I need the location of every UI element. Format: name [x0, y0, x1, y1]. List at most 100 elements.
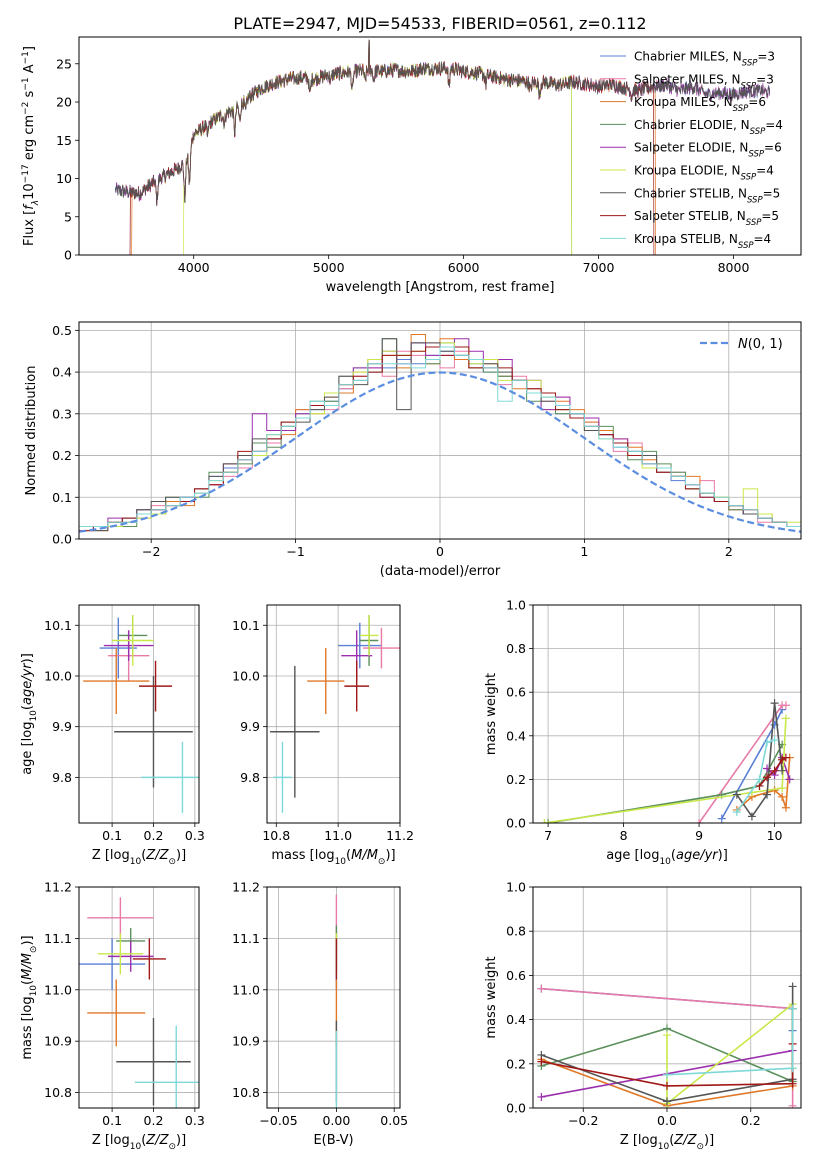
label-part: )] [176, 1133, 186, 1148]
y-tick-label: 10.0 [232, 668, 260, 683]
x-tick-label: 0.2 [741, 1113, 761, 1128]
legend-suffix: =6 [748, 95, 766, 109]
x-tick-label: 8 [620, 828, 628, 843]
x-tick-label: −0.05 [259, 1113, 297, 1128]
x-tick-label: 0.00 [322, 1113, 350, 1128]
weight-marker-kroupa_stelib [788, 1004, 797, 1013]
label-part: )] [20, 935, 35, 945]
x-tick-label: 7000 [583, 260, 615, 275]
legend-subscript: SSP [741, 81, 757, 91]
label-part: ⊙ [168, 857, 176, 867]
legend-text: Chabrier STELIB, N [634, 186, 747, 200]
label-part: mass weight [484, 956, 499, 1038]
label-part: 10 [130, 1142, 142, 1152]
y-tick-label: 0.5 [52, 323, 72, 338]
label-part: (data-model)/error [380, 564, 501, 579]
y-tick-label: 0.4 [506, 728, 526, 743]
label-part: f [22, 203, 37, 210]
mass_vs_EBV-grid [267, 886, 400, 1108]
axes-frame [532, 604, 802, 824]
label-part: ( [141, 1133, 146, 1148]
y-tick-label: 5 [64, 209, 72, 224]
legend-label-salpeter_stelib: Salpeter STELIB, NSSP=5 [634, 209, 779, 228]
label-part: Z/Z [673, 1133, 697, 1148]
axes-frame [266, 604, 401, 824]
label-part: )] [20, 653, 35, 663]
label-part: ⊙ [378, 857, 386, 867]
label-part: age/yr [20, 662, 35, 705]
label-part: ( [141, 848, 146, 863]
y-tick-label: 10.1 [44, 618, 72, 633]
legend-suffix: =4 [754, 232, 772, 246]
label-part: Normed distribution [24, 366, 39, 496]
x-tick-label: 11.0 [324, 828, 352, 843]
x-tick-label: 2 [725, 544, 733, 559]
weight-marker-chabrier_stelib [778, 766, 787, 775]
label-part: ⊙ [696, 1142, 704, 1152]
legend-label-salpeter_miles: Salpeter MILES, NSSP=3 [634, 72, 774, 91]
label-part: age [log [606, 848, 659, 863]
y-tick-label: 9.9 [52, 719, 72, 734]
legend-label-kroupa_elodie: Kroupa ELODIE, NSSP=4 [634, 164, 774, 183]
y-axis-label: Normed distribution [24, 366, 39, 496]
weight-marker-salpeter_miles [537, 984, 546, 993]
figure-title: PLATE=2947, MJD=54533, FIBERID=0561, z=0… [233, 14, 646, 33]
label-part: 10 [22, 183, 37, 200]
x-axis-label: Z [log10(Z/Z⊙)] [92, 1133, 186, 1152]
mass_weight_vs_age-grid [533, 604, 801, 824]
label-part: E(B-V) [313, 1133, 353, 1148]
weight-marker-salpeter_stelib [663, 1081, 671, 1090]
label-part: −2 [21, 102, 31, 115]
age_vs_mass-panel: 10.8 11.0 11.2 9.8 9.9 10.0 10.1 mass [log10(M/… [232, 604, 414, 867]
label-part: )] [704, 1133, 714, 1148]
legend-subscript: SSP [748, 150, 764, 160]
legend-suffix: =3 [757, 50, 775, 64]
label-part: )] [718, 848, 728, 863]
legend-text: Kroupa ELODIE, N [634, 164, 741, 178]
legend-text: Chabrier ELODIE, N [634, 118, 750, 132]
x-tick-label: 4000 [178, 260, 210, 275]
y-tick-label: 0.2 [506, 1056, 526, 1071]
y-tick-label: 0.0 [506, 1101, 526, 1116]
weight-marker-kroupa_elodie [781, 714, 790, 723]
label-part: erg cm [22, 115, 37, 164]
y-tick-label: 1.0 [506, 598, 526, 613]
legend-subscript: SSP [742, 59, 758, 69]
x-tick-label: 10 [767, 828, 783, 843]
legend-text: Salpeter ELODIE, N [634, 141, 748, 155]
legend-subscript: SSP [733, 104, 749, 114]
mass_vs_Z-grid [79, 886, 199, 1108]
y-tick-label: 0 [64, 248, 72, 263]
x-tick-label: 0.2 [144, 828, 164, 843]
y-tick-label: 0.0 [506, 816, 526, 831]
label-part: age [log [20, 722, 35, 775]
y-tick-label: 9.8 [240, 770, 260, 785]
label-part: wavelength [Angstrom, rest frame] [326, 280, 555, 295]
y-tick-label: 0.6 [506, 968, 526, 983]
age_vs_Z-grid [79, 605, 199, 823]
x-tick-label: 9 [695, 828, 703, 843]
label-part: N [738, 337, 748, 352]
legend-subscript: SSP [746, 218, 762, 228]
axes-frame [78, 36, 802, 256]
spectrum-plot-area [115, 39, 771, 255]
weight-marker-kroupa_miles [781, 803, 790, 812]
legend-suffix: =3 [756, 72, 774, 86]
y-tick-label: 10.8 [44, 1085, 72, 1100]
x-tick-label: 0.1 [102, 1113, 122, 1128]
legend-label-chabrier_stelib: Chabrier STELIB, NSSP=5 [634, 186, 780, 205]
y-axis-label: mass weight [484, 956, 499, 1038]
weight-marker-kroupa_stelib [770, 736, 779, 745]
label-part: 10 [659, 857, 671, 867]
label-part: M/M [351, 848, 378, 863]
legend-suffix: =5 [761, 209, 779, 223]
y-tick-label: 0.8 [506, 641, 526, 656]
mass_vs_Z-panel: 0.1 0.2 0.310.810.911.011.111.2Z [log10(Z/… [20, 880, 205, 1153]
weight-marker-kroupa_miles [778, 792, 787, 801]
weight-marker-salpeter_miles [788, 1101, 797, 1108]
label-part: Flux [ [22, 210, 37, 246]
x-tick-label: 11.2 [386, 828, 414, 843]
weight-line-chabrier_elodie [547, 744, 783, 823]
x-axis-label: Z [log10(Z/Z⊙)] [620, 1133, 714, 1152]
